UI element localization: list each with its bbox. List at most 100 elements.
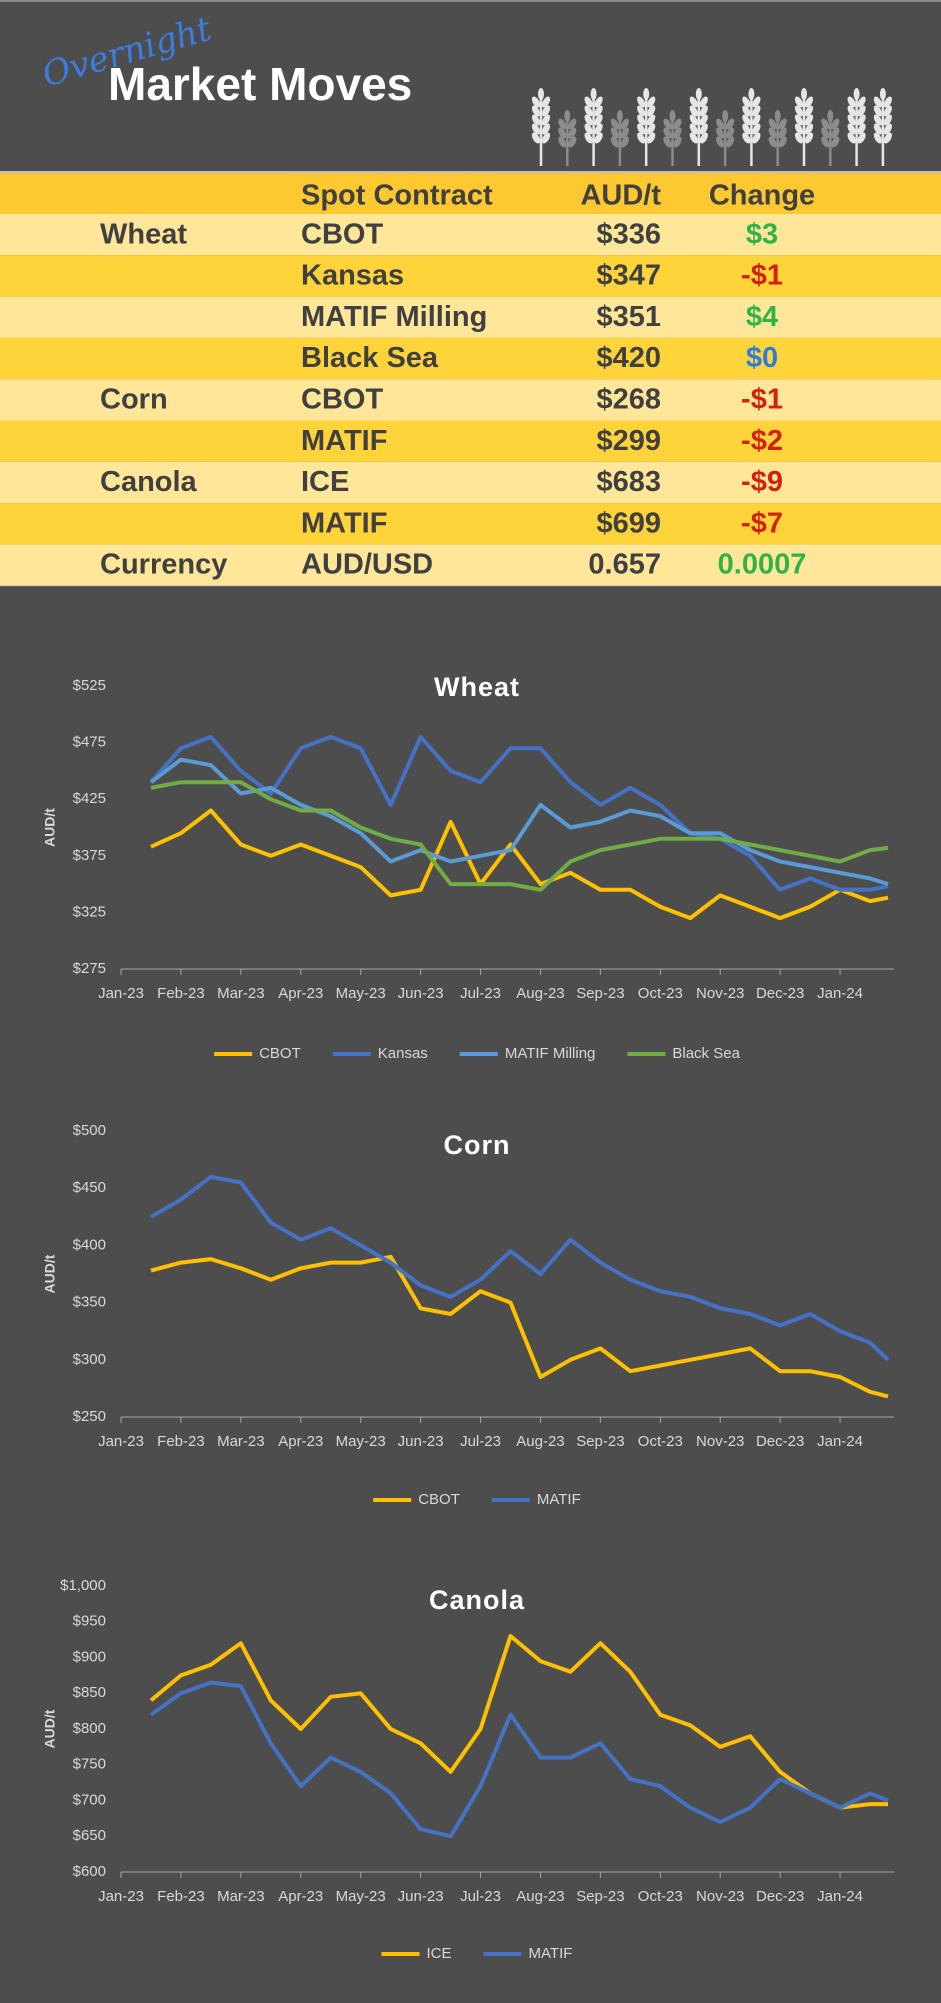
legend-label: MATIF Milling (505, 1045, 596, 1062)
wheat-stalk (558, 110, 577, 166)
row-contract: CBOT (301, 218, 383, 250)
stalk-grain (774, 110, 781, 122)
y-axis-label: AUD/t (42, 1254, 58, 1293)
row-price: $299 (596, 425, 661, 457)
row-price: $336 (596, 218, 661, 250)
series-line (149, 1634, 888, 1810)
series-line (150, 1174, 890, 1362)
stalk-grain (879, 88, 886, 100)
stalk-grain (778, 127, 787, 139)
row-change: $0 (746, 342, 778, 374)
stalk-grain (669, 110, 676, 122)
wheat-stalk (531, 88, 551, 166)
wheat-stalk (768, 110, 787, 166)
row-change: $3 (746, 218, 778, 250)
x-tick-label: May-23 (336, 985, 386, 1002)
stalk-grain (541, 123, 551, 135)
stalk-grain (716, 118, 725, 130)
stalk-grain (695, 88, 702, 100)
row-change: -$2 (741, 425, 783, 457)
wheat-icons (531, 88, 892, 166)
x-tick-label: Sep-23 (576, 1433, 624, 1450)
stalk-grain (883, 132, 892, 144)
row-group: Wheat (100, 218, 187, 250)
stalk-grain (568, 136, 577, 148)
stalk-grain (821, 127, 830, 139)
legend-label: CBOT (259, 1045, 301, 1062)
stalk-grain (647, 123, 656, 135)
table-header-price: AUD/t (580, 180, 661, 212)
stalk-grain (853, 88, 860, 100)
row-price: $347 (596, 260, 661, 292)
row-change: -$1 (741, 260, 783, 292)
stalk-grain (847, 105, 856, 117)
stalk-grain (541, 132, 551, 144)
x-tick-label: Aug-23 (516, 1433, 564, 1450)
y-tick-label: $250 (73, 1408, 106, 1425)
stalk-grain (643, 88, 650, 100)
stalk-grain (857, 96, 866, 108)
y-tick-label: $950 (73, 1613, 106, 1630)
series-line (149, 1680, 889, 1839)
x-tick-label: Jan-23 (98, 985, 144, 1002)
stalk-grain (794, 123, 804, 135)
header-title: Market Moves (108, 58, 412, 110)
stalk-grain (857, 123, 866, 135)
stalk-grain (594, 132, 603, 144)
x-tick-label: Dec-23 (756, 985, 804, 1002)
wheat-stalk (584, 88, 603, 166)
stalk-grain (594, 123, 603, 135)
stalk-grain (873, 123, 882, 135)
wheat-stalk (821, 110, 840, 166)
stalk-grain (568, 127, 577, 139)
y-tick-label: $375 (73, 847, 106, 864)
stalk-grain (699, 132, 708, 144)
wheat-stalk (663, 110, 682, 166)
stalk-grain (663, 118, 672, 130)
stalk-grain (873, 114, 882, 126)
stalk-grain (873, 132, 882, 144)
stalk-grain (663, 127, 672, 139)
stalk-grain (590, 88, 597, 100)
stalk-grain (531, 96, 541, 108)
stalk-grain (558, 127, 567, 139)
x-tick-label: Feb-23 (157, 1888, 205, 1905)
stalk-grain (673, 118, 682, 130)
stalk-grain (794, 96, 804, 108)
stalk-grain (673, 136, 682, 148)
stalk-grain (594, 114, 603, 126)
stalk-grain (610, 118, 619, 130)
stalk-grain (616, 110, 623, 122)
stalk-grain (584, 105, 593, 117)
x-tick-label: Nov-23 (696, 985, 744, 1002)
chart: Canola AUD/t $600 $650 $700 $750 $800 $850 $900 $… (42, 1577, 894, 1962)
stalk-grain (857, 105, 866, 117)
x-tick-label: Feb-23 (157, 1433, 205, 1450)
table-header-change: Change (709, 180, 815, 212)
row-contract: Black Sea (301, 342, 439, 374)
stalk-grain (647, 105, 656, 117)
stalk-grain (647, 96, 656, 108)
stalk-grain (689, 105, 698, 117)
legend-label: ICE (427, 1945, 452, 1962)
x-tick-label: Nov-23 (696, 1888, 744, 1905)
stalk-grain (673, 127, 682, 139)
stalk-grain (689, 96, 698, 108)
row-contract: CBOT (301, 384, 383, 416)
stalk-grain (778, 118, 787, 130)
x-tick-label: Sep-23 (576, 1888, 624, 1905)
stalk-grain (726, 118, 735, 130)
x-tick-label: Jan-23 (98, 1888, 144, 1905)
stalk-grain (794, 114, 804, 126)
stalk-grain (742, 96, 751, 108)
stalk-grain (847, 123, 856, 135)
chart-title: Wheat (434, 672, 520, 702)
stalk-grain (742, 114, 751, 126)
stalk-grain (716, 136, 725, 148)
series-line (149, 757, 889, 887)
stalk-grain (699, 96, 708, 108)
table-body: Wheat CBOT $336 $3 Kansas $347 -$1 MATIF Millin… (0, 214, 941, 587)
stalk-grain (610, 127, 619, 139)
wheat-stalk (610, 110, 629, 166)
